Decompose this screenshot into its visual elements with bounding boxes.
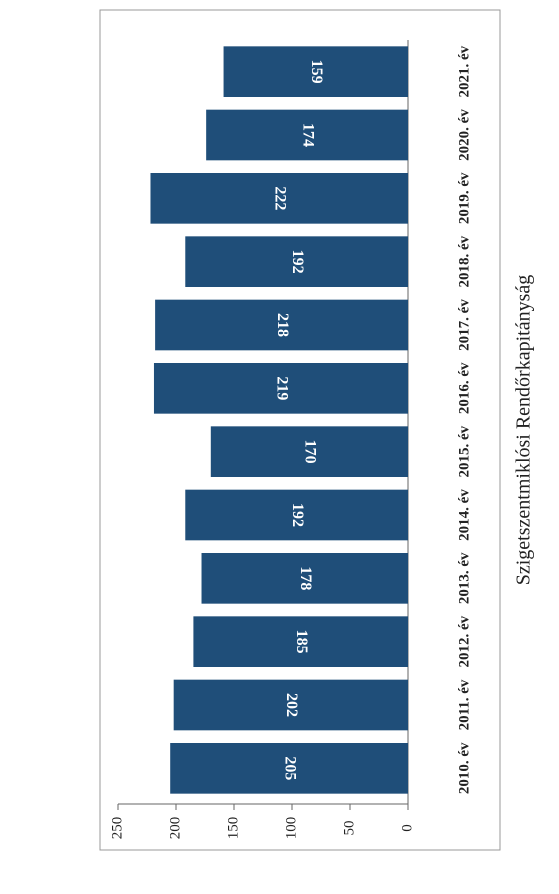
bar — [185, 236, 408, 287]
x-tick-label: 200 — [167, 817, 183, 840]
value-label: 170 — [302, 440, 319, 464]
bar — [173, 679, 408, 731]
bar — [155, 299, 408, 351]
category-label: 2019. év — [456, 172, 472, 224]
x-tick-label: 150 — [225, 817, 241, 840]
bar — [185, 489, 408, 541]
category-label: 2015. év — [456, 425, 472, 477]
category-label: 2021. év — [456, 45, 472, 97]
category-label: 2020. év — [456, 109, 472, 161]
value-label: 202 — [283, 693, 300, 717]
value-label: 192 — [289, 250, 306, 274]
category-label: 2014. év — [456, 489, 472, 541]
chart-title: Szigetszentmiklósi Rendőrkapitányság — [513, 275, 535, 586]
bar — [170, 743, 408, 794]
x-tick-label: 50 — [341, 821, 357, 836]
category-label: 2013. év — [456, 552, 472, 604]
category-label: 2010. év — [456, 742, 472, 794]
value-label: 219 — [273, 376, 290, 400]
value-label: 222 — [272, 186, 289, 210]
category-label: 2018. év — [456, 235, 472, 287]
x-tick-label: 0 — [399, 824, 415, 832]
value-label: 185 — [293, 630, 310, 654]
value-label: 192 — [289, 503, 306, 527]
value-label: 174 — [299, 123, 316, 147]
bar — [150, 173, 409, 224]
category-label: 2017. év — [456, 299, 472, 351]
value-label: 205 — [281, 756, 298, 780]
bar — [210, 426, 408, 477]
category-label: 2012. év — [456, 615, 472, 667]
value-label: 159 — [308, 60, 325, 84]
bar — [223, 46, 408, 97]
category-label: 2011. év — [456, 679, 472, 730]
value-label: 218 — [274, 313, 291, 337]
bar — [201, 553, 408, 604]
x-tick-label: 100 — [283, 817, 299, 840]
category-label: 2016. év — [456, 362, 472, 414]
x-tick-label: 250 — [109, 817, 125, 840]
bar — [193, 616, 408, 667]
value-label: 178 — [297, 566, 314, 590]
bar — [206, 109, 408, 161]
bar — [153, 363, 408, 414]
